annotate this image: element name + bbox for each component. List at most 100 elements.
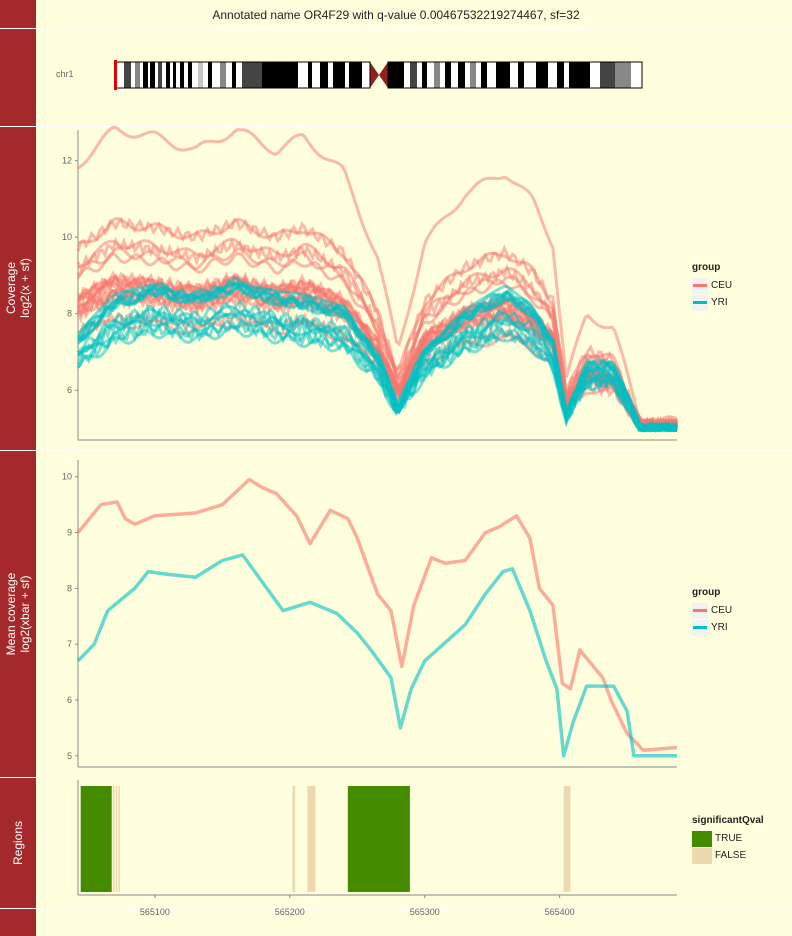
ideogram-band <box>518 62 524 88</box>
mean-line-ceu <box>76 477 678 753</box>
legend-label: YRI <box>711 297 728 308</box>
ideogram-band <box>600 62 615 88</box>
y-tick-label: 8 <box>67 583 72 593</box>
ideogram-band <box>192 62 198 88</box>
centromere <box>370 62 379 88</box>
ideogram-band <box>524 62 536 88</box>
ideogram-band <box>173 62 176 88</box>
x-tick-label: 565100 <box>140 907 170 917</box>
mean-strip: Mean coverage log2(xbar + sf) <box>0 451 36 777</box>
ideogram-band <box>150 62 155 88</box>
ideogram-band <box>298 62 308 88</box>
y-tick-label: 6 <box>67 695 72 705</box>
region-true <box>347 786 410 892</box>
ideogram-band <box>188 62 192 88</box>
separator <box>0 126 792 127</box>
ideogram-band <box>232 62 236 88</box>
ideogram-band <box>242 62 262 88</box>
ideogram-band <box>476 62 481 88</box>
legend-title: group <box>692 262 721 273</box>
ideogram-band <box>236 62 242 88</box>
ideogram-band <box>631 62 642 88</box>
ideogram-band <box>262 62 298 88</box>
ideogram-band <box>124 62 131 88</box>
centromere <box>379 62 388 88</box>
region-false <box>118 786 120 892</box>
legend-item-ceu: CEU <box>692 277 732 294</box>
ideogram-band <box>349 62 362 88</box>
ideogram-band <box>362 62 370 88</box>
region-true <box>80 786 112 892</box>
coverage-line-ceu <box>77 216 678 430</box>
ideogram-band <box>198 62 203 88</box>
ideogram-band <box>465 62 470 88</box>
legend-label: CEU <box>711 280 733 291</box>
separator <box>0 28 792 29</box>
ideogram-band <box>481 62 487 88</box>
ideogram-band <box>590 62 600 88</box>
ideogram-band <box>569 62 590 88</box>
ideogram-band <box>487 62 496 88</box>
legend-item-true: TRUE <box>692 830 764 847</box>
ideogram-band <box>140 62 143 88</box>
ideogram-band <box>536 62 548 88</box>
ideogram-band <box>410 62 417 88</box>
x-tick-label: 565400 <box>545 907 575 917</box>
ideogram-band <box>458 62 465 88</box>
y-tick-label: 8 <box>67 309 72 319</box>
plot-title: Annotated name OR4F29 with q-value 0.004… <box>212 8 580 22</box>
ideogram-band <box>212 62 220 88</box>
coverage-line-yri <box>76 324 677 432</box>
legend-title: group <box>692 587 721 598</box>
x-tick-label: 565300 <box>410 907 440 917</box>
region-legend: significantQval TRUE FALSE <box>692 815 764 864</box>
ideogram-strip-2 <box>0 29 36 126</box>
ideogram-band <box>510 62 518 88</box>
ideogram-band <box>220 62 226 88</box>
mean-line-yri <box>76 553 677 758</box>
ideogram-band <box>184 62 188 88</box>
separator <box>0 450 792 451</box>
ideogram-band <box>496 62 510 88</box>
ideogram-band <box>203 62 208 88</box>
legend-title: significantQval <box>692 815 764 826</box>
legend-item-yri: YRI <box>692 294 732 311</box>
ideogram-band <box>445 62 451 88</box>
ideogram-band <box>404 62 410 88</box>
coverage-line-ceu <box>77 125 678 428</box>
ideogram-band <box>388 62 404 88</box>
regions-strip: Regions <box>0 778 36 908</box>
ideogram-band <box>434 62 440 88</box>
y-tick-label: 5 <box>67 751 72 761</box>
region-false <box>292 786 296 892</box>
ideogram-band <box>440 62 445 88</box>
legend-item-ceu: CEU <box>692 602 732 619</box>
ideogram-band <box>564 62 569 88</box>
bottom-strip <box>0 909 36 936</box>
ideogram-band <box>470 62 476 88</box>
coverage-line-yri <box>76 276 678 432</box>
ideogram-band <box>320 62 328 88</box>
ideogram-band <box>143 62 148 88</box>
ideogram-band <box>417 62 422 88</box>
y-tick-label: 10 <box>62 232 72 242</box>
ideogram-band <box>451 62 458 88</box>
ideogram-band <box>548 62 557 88</box>
x-tick-label: 565200 <box>275 907 305 917</box>
separator <box>0 908 792 909</box>
region-false <box>115 786 118 892</box>
ideogram-band <box>170 62 173 88</box>
y-tick-label: 7 <box>67 639 72 649</box>
region-false <box>307 786 316 892</box>
ideogram-band <box>422 62 427 88</box>
legend-item-yri: YRI <box>692 619 732 636</box>
coverage-line-ceu <box>76 251 677 430</box>
ideogram-band <box>308 62 312 88</box>
region-false <box>563 786 571 892</box>
legend-label: FALSE <box>715 850 747 861</box>
ideogram-band <box>615 62 631 88</box>
ideogram-band <box>427 62 434 88</box>
y-tick-label: 9 <box>67 528 72 538</box>
legend-label: YRI <box>711 622 728 633</box>
